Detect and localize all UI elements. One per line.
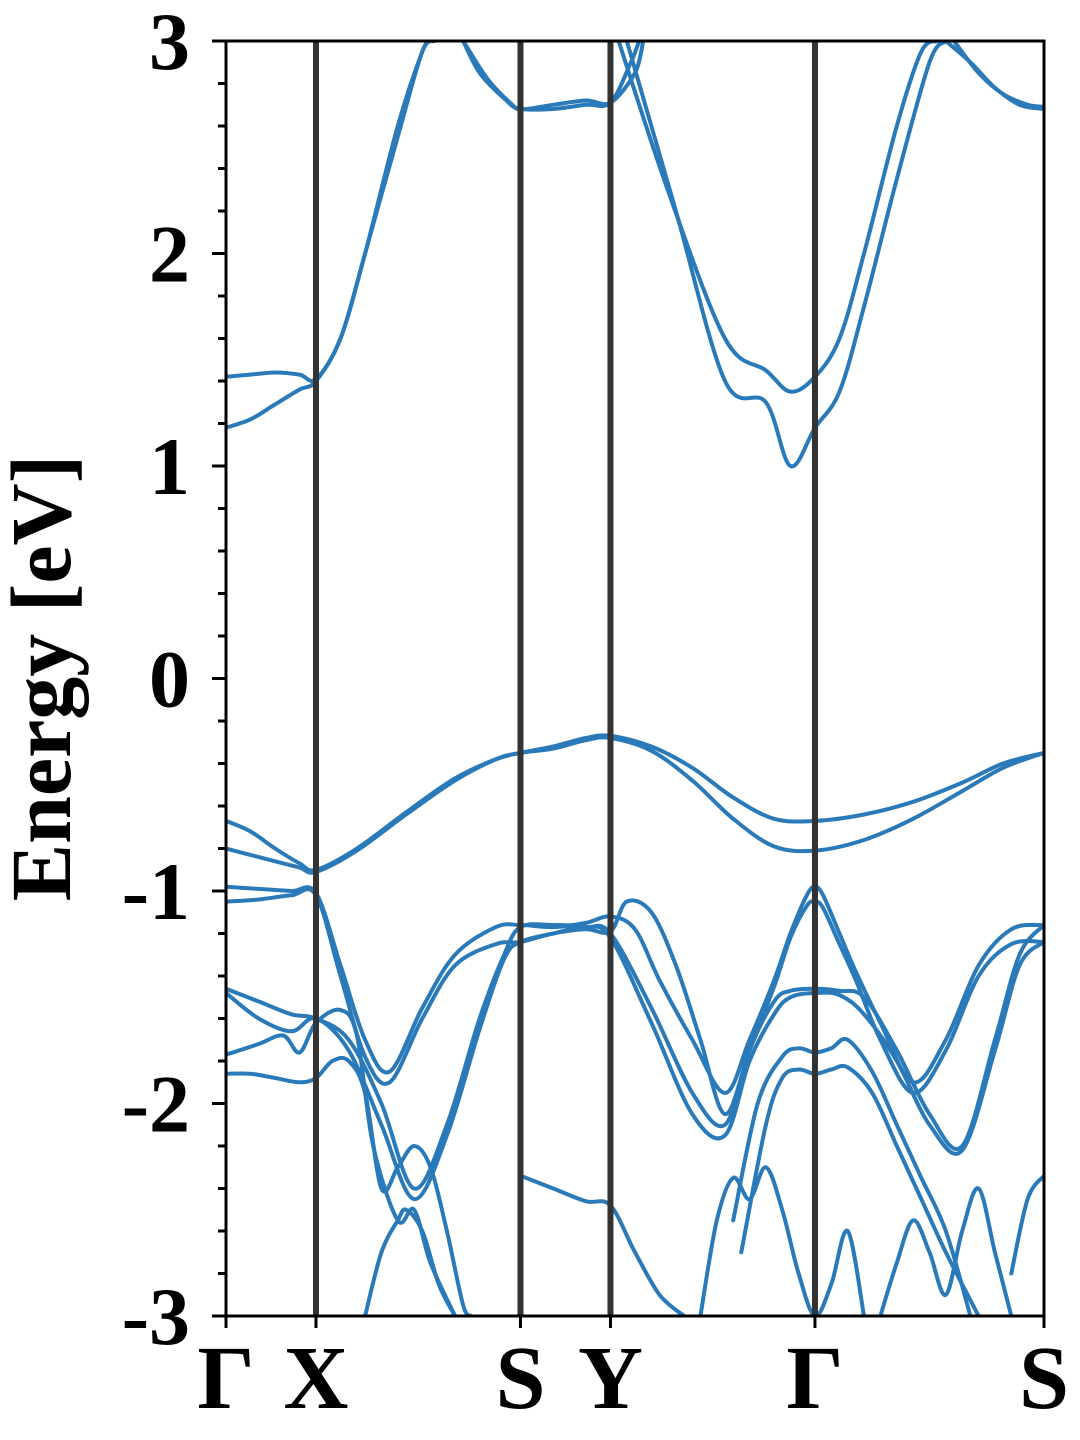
band-line-0 bbox=[226, 41, 437, 383]
band-line-22 bbox=[878, 1186, 1014, 1316]
y-tick-label: 2 bbox=[149, 209, 190, 300]
k-point-label: S bbox=[495, 1329, 545, 1428]
band-line-4 bbox=[624, 41, 948, 469]
k-point-label: Γ bbox=[197, 1329, 254, 1428]
y-axis-label: Energy [eV] bbox=[0, 455, 89, 902]
band-line-17 bbox=[739, 1063, 981, 1316]
band-line-19 bbox=[1009, 1173, 1044, 1276]
plot-frame bbox=[224, 39, 1046, 1318]
band-line-7 bbox=[952, 41, 1044, 109]
band-line-21 bbox=[698, 1165, 866, 1316]
y-tick-label: 0 bbox=[149, 634, 190, 725]
band-line-9 bbox=[226, 735, 1044, 875]
band-line-18 bbox=[518, 1173, 687, 1316]
band-line-16 bbox=[731, 1036, 973, 1316]
k-point-label: X bbox=[283, 1329, 348, 1428]
k-point-label: Y bbox=[578, 1329, 643, 1428]
band-line-2 bbox=[461, 41, 646, 112]
y-tick-label: -3 bbox=[122, 1271, 190, 1362]
y-tick-label: -2 bbox=[122, 1059, 190, 1150]
band-line-13 bbox=[226, 924, 1044, 1202]
k-point-label: S bbox=[1019, 1329, 1069, 1428]
band-line-5 bbox=[616, 41, 940, 394]
band-line-14 bbox=[226, 1007, 457, 1316]
band-line-15 bbox=[226, 1055, 474, 1316]
y-tick-label: 1 bbox=[149, 421, 190, 512]
bands-layer bbox=[226, 41, 1044, 1316]
y-tick-label: 3 bbox=[149, 0, 190, 87]
band-line-8 bbox=[226, 733, 1044, 873]
band-line-1 bbox=[226, 41, 433, 430]
k-point-label: Γ bbox=[786, 1329, 843, 1428]
band-line-12 bbox=[226, 922, 1044, 1191]
band-line-20 bbox=[363, 1207, 457, 1316]
band-line-3 bbox=[461, 41, 642, 112]
high-symmetry-lines bbox=[312, 41, 818, 1316]
y-tick-label: -1 bbox=[122, 846, 190, 937]
y-axis-ticks: -3 -2 -1 0 1 2 3 bbox=[122, 0, 226, 1362]
